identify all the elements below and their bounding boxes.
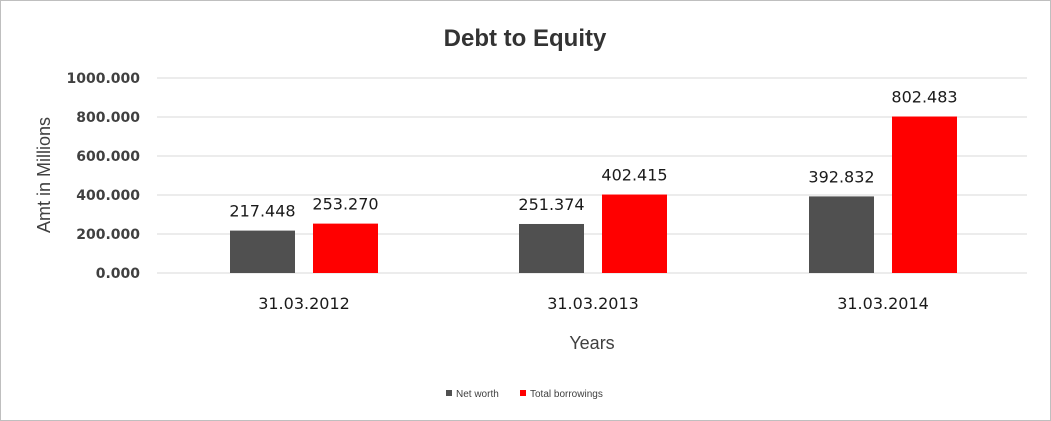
y-tick-label: 600.000 [76,149,140,165]
bar-total-borrowings [892,116,957,274]
y-axis-title: Amt in Millions [34,117,54,233]
bar-total-borrowings [313,223,378,273]
y-tick-label: 400.000 [76,188,140,204]
y-tick-labels: 0.000 200.000 400.000 600.000 800.000 1000.00… [66,71,140,282]
data-label: 217.448 [229,202,295,221]
legend-swatch [520,390,526,396]
bar-net-worth [809,196,874,273]
legend-label: Total borrowings [530,389,603,400]
data-label: 402.415 [601,166,667,185]
category-label: 31.03.2012 [258,294,350,313]
data-label: 253.270 [312,195,378,214]
legend-label: Net worth [456,389,499,400]
legend: Net worth Total borrowings [446,389,603,400]
bar-net-worth [230,230,295,273]
gridlines [157,77,1027,274]
y-tick-label: 1000.000 [66,71,140,87]
x-axis-title: Years [569,333,614,353]
y-tick-label: 800.000 [76,110,140,126]
category-label: 31.03.2014 [837,294,929,313]
y-tick-label: 200.000 [76,227,140,243]
category-labels: 31.03.2012 31.03.2013 31.03.2014 [258,294,929,313]
data-label: 251.374 [518,195,584,214]
category-label: 31.03.2013 [547,294,639,313]
data-label: 392.832 [808,167,874,186]
y-tick-label: 0.000 [96,266,141,282]
bar-net-worth [519,223,584,273]
data-labels: 217.448 253.270 251.374 402.415 392.832 802.4… [229,88,957,221]
data-label: 802.483 [891,88,957,107]
legend-swatch [446,390,452,396]
bars [230,116,957,274]
bar-total-borrowings [602,194,667,273]
chart-title: Debt to Equity [444,25,607,52]
